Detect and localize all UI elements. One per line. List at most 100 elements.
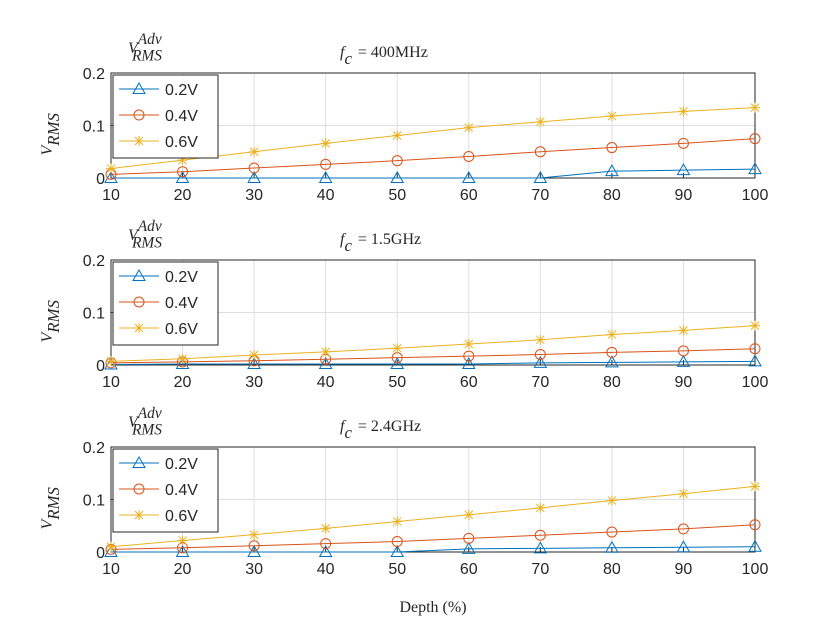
y-tick-label: 0.2 — [83, 66, 105, 83]
math-base: V — [128, 227, 140, 244]
marker — [678, 488, 689, 499]
legend-label: 0.6V — [165, 508, 198, 525]
marker — [390, 170, 405, 183]
math-base: f — [340, 44, 347, 61]
marker — [676, 540, 691, 553]
marker — [748, 162, 762, 175]
marker — [605, 540, 619, 553]
marker — [606, 142, 618, 154]
legend-label: 0.2V — [165, 456, 198, 473]
marker — [177, 353, 188, 364]
math-sup: Adv — [137, 405, 162, 422]
y-tick-label: 0.2 — [83, 253, 105, 270]
math-sub: c — [344, 236, 352, 255]
marker — [463, 150, 475, 162]
marker — [390, 544, 405, 557]
marker — [534, 349, 546, 360]
marker — [676, 354, 691, 367]
x-tick-label: 100 — [742, 561, 769, 578]
y-tick-label: 0.1 — [83, 306, 105, 323]
marker — [132, 268, 146, 281]
marker — [320, 138, 331, 149]
x-tick-label: 100 — [742, 187, 769, 204]
x-tick-label: 10 — [102, 561, 120, 578]
y-tick-label: 0.2 — [83, 440, 105, 457]
marker — [534, 529, 546, 541]
x-tick-label: 80 — [603, 561, 621, 578]
marker — [133, 483, 145, 495]
chart-title: fc = 1.5GHz — [340, 231, 421, 255]
marker — [463, 339, 474, 349]
marker — [318, 170, 333, 183]
series-line — [111, 546, 756, 553]
legend-label: 0.4V — [165, 295, 198, 312]
x-tick-label: 10 — [102, 187, 120, 204]
marker — [391, 536, 403, 547]
marker — [749, 343, 761, 355]
math-sub: RMS — [44, 112, 63, 146]
x-tick-label: 40 — [317, 561, 335, 578]
legend-label: 0.4V — [165, 108, 198, 125]
marker — [463, 122, 474, 133]
marker — [535, 502, 546, 513]
y-tick-label: 0.1 — [83, 493, 105, 510]
marker — [678, 106, 689, 117]
legend-label: 0.6V — [165, 134, 198, 151]
math-sub: RMS — [131, 422, 162, 439]
series-line — [110, 360, 756, 365]
marker — [606, 346, 618, 358]
marker — [249, 350, 260, 361]
series-line — [111, 168, 756, 179]
x-axis-label: Depth (%) — [399, 599, 466, 616]
marker — [318, 544, 333, 557]
x-tick-label: 40 — [317, 187, 335, 204]
math-rest: = 1.5GHz — [358, 231, 421, 248]
marker — [247, 356, 261, 369]
x-tick-label: 40 — [317, 374, 335, 391]
marker — [175, 356, 190, 369]
math-sub: RMS — [131, 235, 162, 252]
marker — [390, 356, 405, 369]
math-sub: RMS — [44, 486, 63, 520]
marker — [750, 102, 760, 113]
marker — [391, 155, 403, 167]
marker — [104, 544, 118, 557]
marker — [748, 539, 762, 552]
math-rest: = 400MHz — [358, 44, 428, 61]
axes-box — [110, 446, 756, 553]
x-tick-label: 10 — [102, 374, 120, 391]
marker — [134, 510, 144, 520]
x-tick-label: 60 — [460, 561, 478, 578]
math-base: f — [340, 418, 347, 435]
marker — [677, 523, 689, 535]
legend-title: VAdv RMS — [128, 31, 162, 64]
marker — [106, 163, 116, 174]
marker — [106, 356, 116, 367]
math-base: V — [39, 518, 56, 530]
marker — [175, 170, 190, 183]
x-tick-label: 60 — [460, 374, 478, 391]
marker — [247, 544, 261, 557]
series-line — [110, 524, 756, 550]
math-rest: = 2.4GHz — [358, 418, 421, 435]
marker — [247, 170, 261, 183]
math-base: V — [128, 40, 140, 57]
marker — [461, 356, 476, 369]
x-tick-label: 30 — [245, 561, 263, 578]
marker — [392, 130, 403, 141]
marker — [320, 523, 331, 534]
math-base: V — [39, 144, 56, 156]
x-tick-label: 50 — [388, 374, 406, 391]
marker — [177, 535, 188, 546]
y-tick-label: 0.1 — [83, 119, 105, 136]
math-sub: RMS — [44, 299, 63, 333]
math-sub: c — [344, 49, 352, 68]
marker — [463, 532, 475, 544]
x-tick-label: 50 — [388, 561, 406, 578]
x-tick-label: 50 — [388, 187, 406, 204]
marker — [463, 350, 475, 362]
x-tick-label: 100 — [742, 374, 769, 391]
marker — [750, 481, 760, 492]
marker — [677, 345, 689, 357]
